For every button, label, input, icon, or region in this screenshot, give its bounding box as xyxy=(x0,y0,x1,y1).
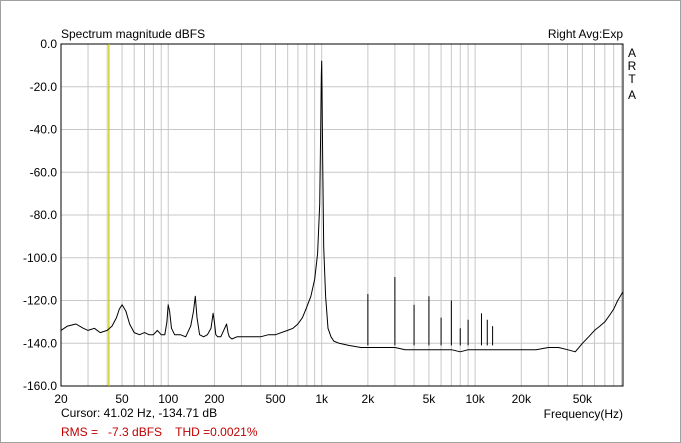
mode-label: Right Avg:Exp xyxy=(548,27,623,41)
trace-layer xyxy=(60,44,624,386)
y-tick-label: -160.0 xyxy=(23,379,57,393)
y-tick-label: -40.0 xyxy=(30,123,58,137)
y-tick-label: 0.0 xyxy=(40,37,57,51)
y-tick-label: -100.0 xyxy=(23,251,57,265)
brand-letter-1: A xyxy=(628,46,636,60)
axes: 0.0 -20.0 -40.0 -60.0 -80.0 -100.0 -120.0 -140.… xyxy=(23,37,624,406)
x-tick-label: 1k xyxy=(315,392,329,406)
x-axis-label: Frequency(Hz) xyxy=(544,407,623,421)
x-tick-label: 20 xyxy=(54,392,68,406)
brand-letter-4: A xyxy=(628,88,636,102)
y-tick-label: -80.0 xyxy=(30,208,58,222)
cursor-readout: Cursor: 41.02 Hz, -134.71 dB xyxy=(61,406,218,420)
x-tick-label: 50k xyxy=(573,392,593,406)
x-tick-label: 10k xyxy=(465,392,485,406)
x-tick-label: 20k xyxy=(512,392,532,406)
x-tick-label: 500 xyxy=(265,392,285,406)
chart-title: Spectrum magnitude dBFS xyxy=(61,27,205,41)
grid xyxy=(60,43,623,387)
spectrum-trace xyxy=(60,60,624,353)
x-tick-label: 200 xyxy=(204,392,224,406)
y-tick-label: -120.0 xyxy=(23,294,57,308)
y-tick-label: -20.0 xyxy=(30,80,58,94)
brand-letter-3: T xyxy=(628,72,636,86)
brand-letter-2: R xyxy=(628,59,637,73)
plot-border xyxy=(60,43,624,387)
x-tick-label: 50 xyxy=(115,392,129,406)
x-tick-label: 100 xyxy=(158,392,178,406)
rms-thd-readout: RMS = -7.3 dBFS THD =0.0021% xyxy=(61,425,258,439)
y-tick-label: -140.0 xyxy=(23,336,57,350)
x-tick-label: 5k xyxy=(423,392,437,406)
y-tick-label: -60.0 xyxy=(30,165,58,179)
x-tick-label: 2k xyxy=(362,392,376,406)
